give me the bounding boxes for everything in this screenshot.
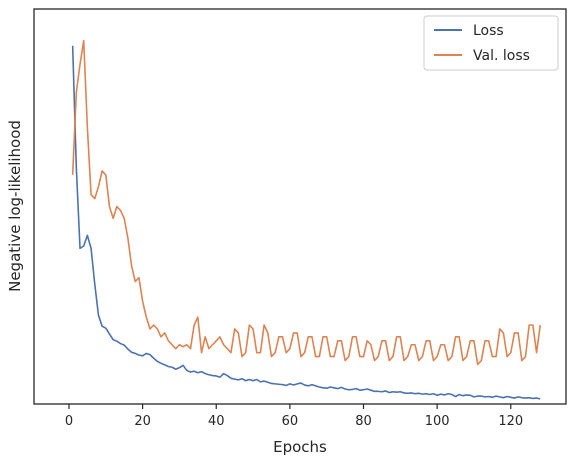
x-tick-label: 0 [65,414,73,429]
x-tick-label: 60 [282,414,299,429]
x-axis-ticks: 0 20 40 60 80 100 120 [65,404,523,429]
series-line-loss [71,45,541,400]
legend-label-val-loss: Val. loss [473,48,530,64]
series-layer [71,39,542,400]
legend: Loss Val. loss [423,15,559,71]
plot-frame [33,8,567,405]
x-tick-label: 40 [208,414,225,429]
x-axis-label: Epochs [273,438,327,456]
x-tick-label: 20 [134,414,151,429]
legend-label-loss: Loss [473,23,504,39]
series-line-val-loss [71,39,542,366]
y-axis-label: Negative log-likelihood [6,120,24,292]
x-tick-label: 120 [498,414,523,429]
x-tick-label: 100 [425,414,450,429]
x-tick-label: 80 [355,414,372,429]
